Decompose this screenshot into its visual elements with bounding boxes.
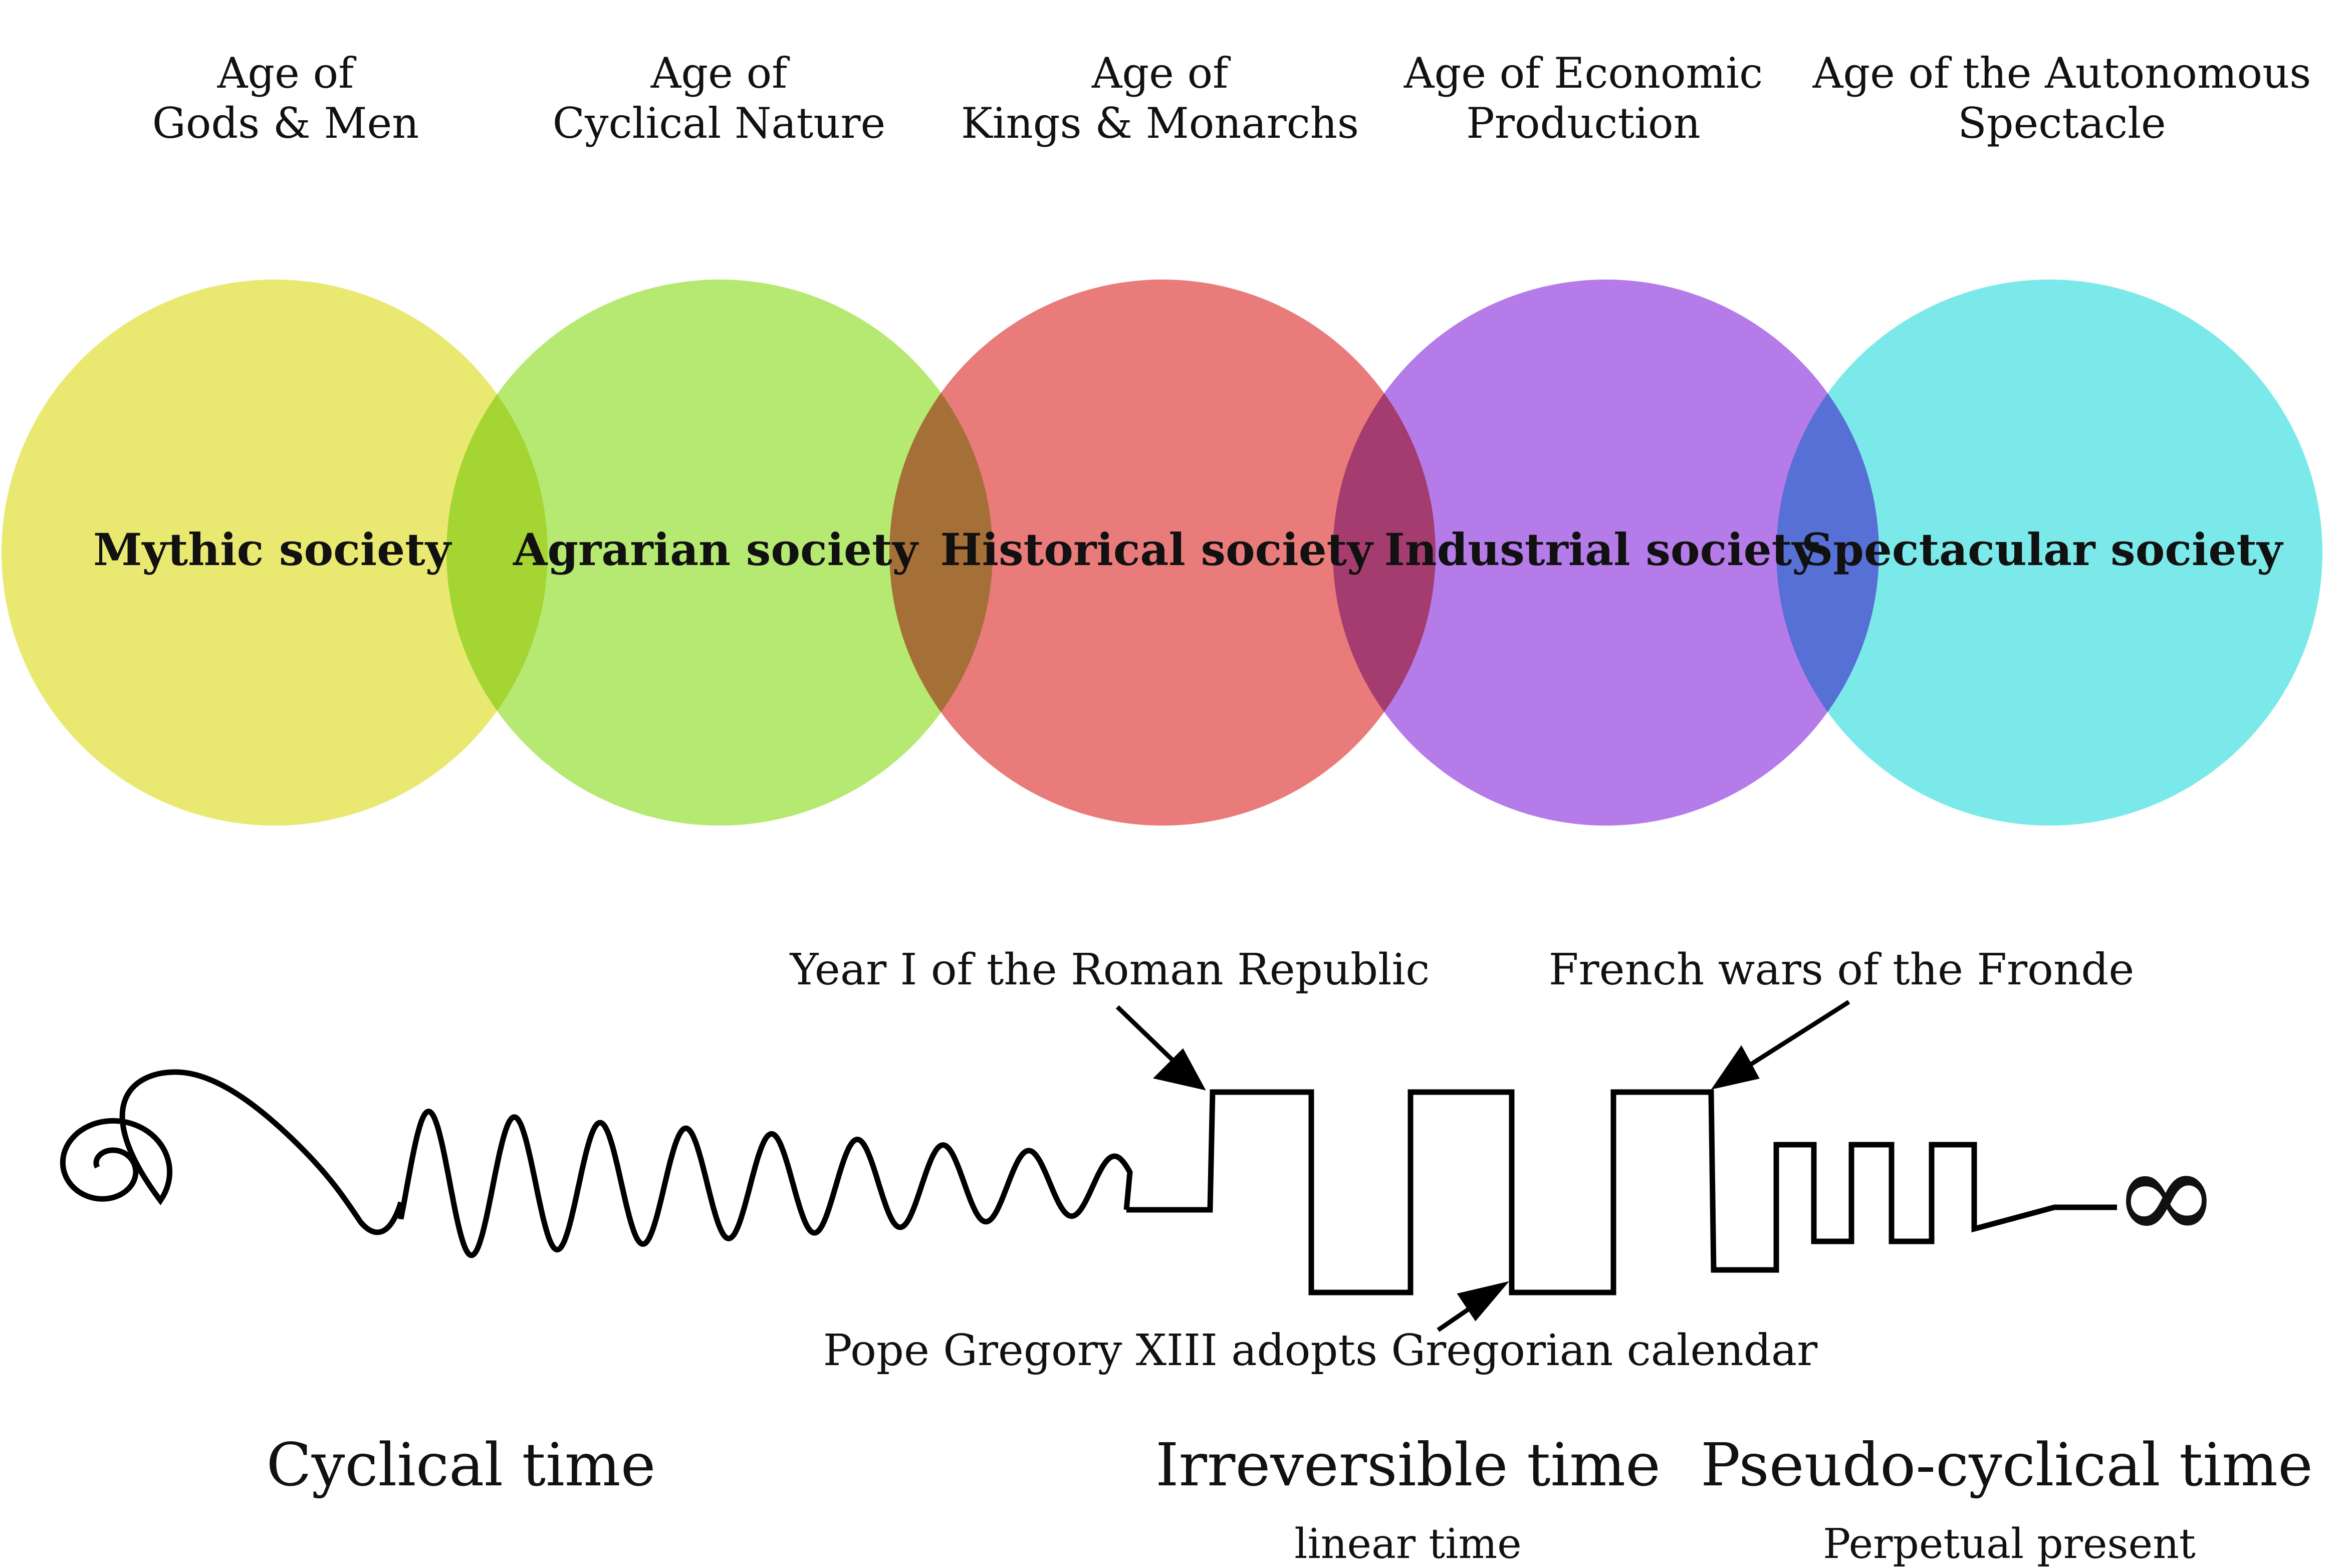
fronde-arrow-line (1737, 1000, 1850, 1074)
irreversible-square-line (1126, 1089, 2117, 1295)
society-labels: Mythic society Agrarian society Historic… (93, 524, 2284, 576)
irreversible-time-label: Irreversible time (1155, 1430, 1661, 1499)
industrial-society-circle (1333, 280, 1879, 826)
infinity-icon: ∞ (2112, 1120, 2221, 1271)
roman-republic-arrowhead-icon (1153, 1048, 1206, 1091)
spectacular-society-label: Spectacular society (1801, 524, 2284, 576)
gregorian-annotation: Pope Gregory XIII adopts Gregorian calen… (823, 1326, 1818, 1376)
gregorian-arrowhead-icon (1457, 1281, 1510, 1322)
pseudo-cyclical-time-label: Pseudo-cyclical time (1701, 1430, 2313, 1499)
perpetual-present-label: Perpetual present (1823, 1520, 2196, 1568)
cyclical-wave-line (398, 1109, 1133, 1258)
historical-society-circle (889, 280, 1436, 826)
age-2-line1: Age of (650, 49, 790, 98)
roman-republic-annotation: Year I of the Roman Republic (790, 945, 1430, 995)
age-1-line1: Age of (217, 49, 357, 98)
age-5-line1: Age of the Autonomous (1812, 49, 2311, 98)
age-4-line1: Age of Economic (1403, 49, 1763, 98)
annotation-arrows (1115, 1000, 1850, 1332)
agrarian-society-circle (446, 280, 993, 826)
age-1-line2: Gods & Men (152, 99, 419, 148)
mythic-society-circle (2, 280, 548, 826)
linear-time-label: linear time (1294, 1520, 1521, 1568)
age-headings: Age of Gods & Men Age of Cyclical Nature… (152, 49, 2311, 148)
cyclical-spiral-line (60, 1069, 404, 1235)
age-3-line2: Kings & Monarchs (961, 99, 1359, 148)
society-circles (2, 280, 2322, 826)
agrarian-society-label: Agrarian society (513, 524, 919, 576)
cyclical-time-label: Cyclical time (266, 1430, 655, 1499)
fronde-annotation: French wars of the Fronde (1549, 945, 2134, 995)
mythic-society-label: Mythic society (93, 524, 452, 576)
age-3-line1: Age of (1091, 49, 1231, 98)
industrial-society-label: Industrial society (1384, 524, 1819, 576)
fronde-arrowhead-icon (1711, 1045, 1760, 1090)
historical-society-label: Historical society (941, 524, 1374, 576)
spectacular-society-circle (1776, 280, 2322, 826)
age-4-line2: Production (1466, 99, 1700, 148)
timeline (60, 1069, 2117, 1295)
age-2-line2: Cyclical Nature (553, 99, 886, 148)
age-5-line2: Spectacle (1958, 99, 2166, 148)
